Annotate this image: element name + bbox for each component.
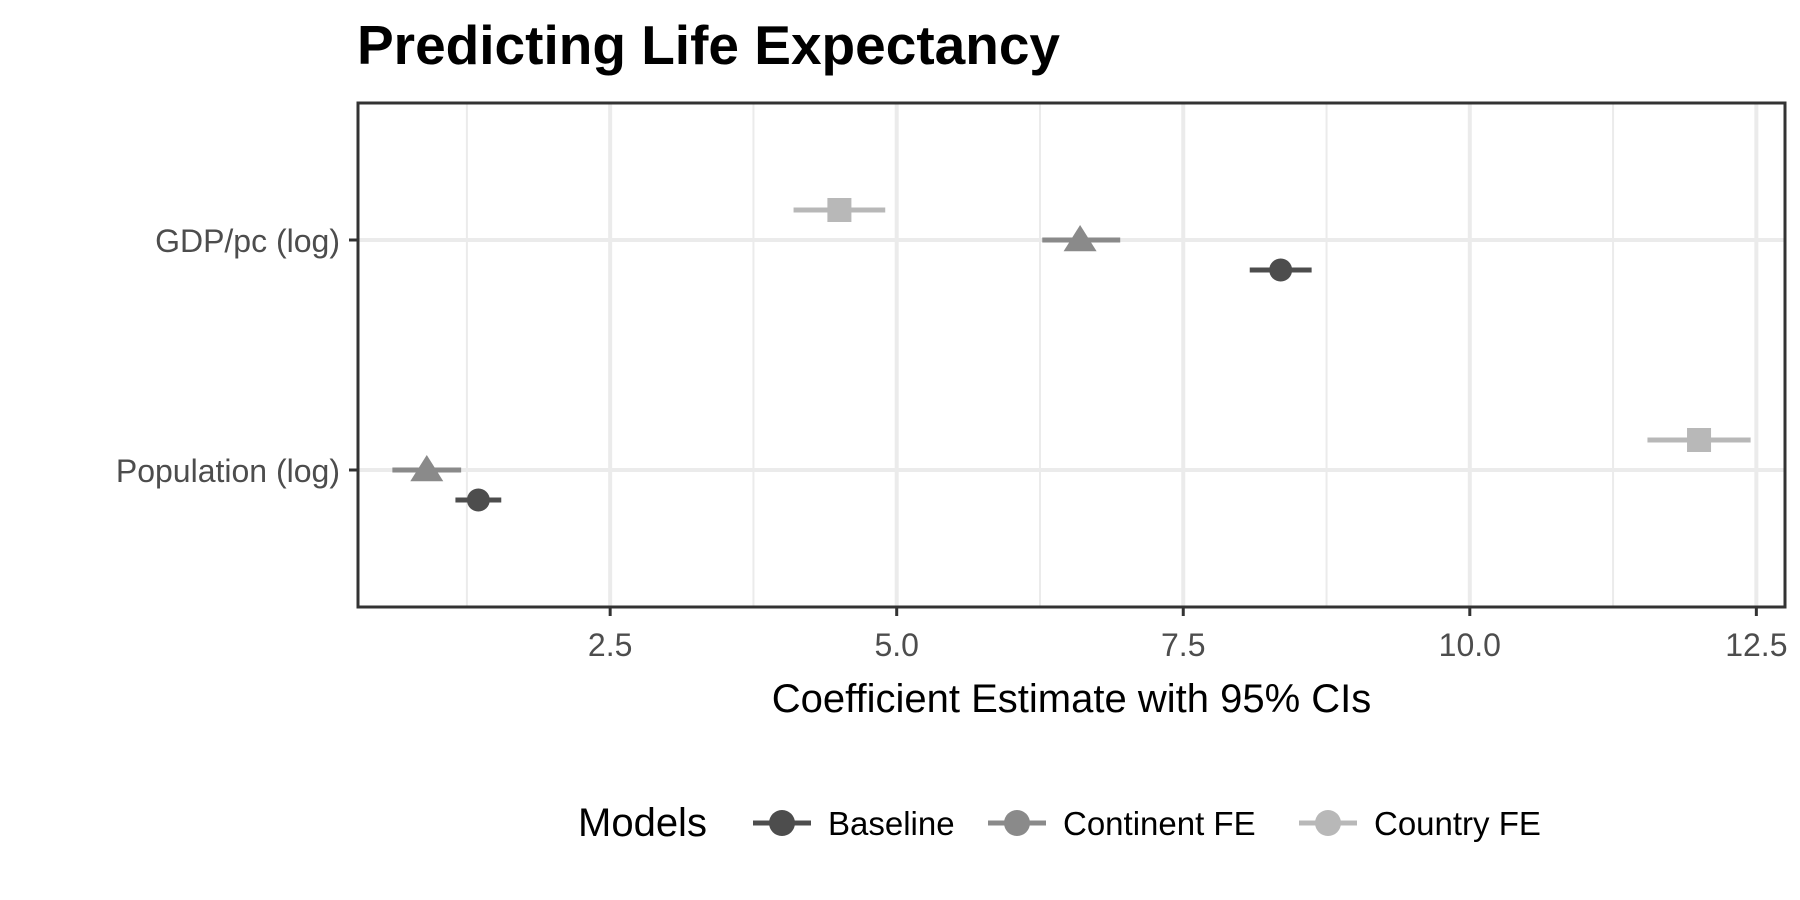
legend-title: Models <box>578 801 707 845</box>
estimate-point-continent-fe <box>1063 225 1097 252</box>
x-tick-label: 10.0 <box>1439 627 1501 663</box>
legend-label-baseline: Baseline <box>828 805 955 842</box>
legend-key-point-continent-fe <box>1004 810 1030 836</box>
grid <box>358 103 1785 607</box>
legend-label-country-fe: Country FE <box>1374 805 1541 842</box>
estimate-point-baseline <box>1269 258 1293 282</box>
x-axis-title: Coefficient Estimate with 95% CIs <box>772 677 1372 721</box>
legend-key-point-baseline <box>769 810 795 836</box>
chart-title: Predicting Life Expectancy <box>357 14 1060 76</box>
estimate-point-baseline <box>466 488 490 512</box>
legend-label-continent-fe: Continent FE <box>1063 805 1256 842</box>
estimate-point-country-fe <box>1687 428 1712 452</box>
legend: Models Baseline Continent FE Country FE <box>578 801 1541 845</box>
x-tick-label: 2.5 <box>588 627 632 663</box>
x-tick-label: 7.5 <box>1161 627 1205 663</box>
legend-key-point-country-fe <box>1315 810 1341 836</box>
estimate-point-country-fe <box>827 198 852 222</box>
axes: 2.5 5.0 7.5 10.0 12.5 GDP/pc (log) Population … <box>116 223 1788 663</box>
y-tick-label: GDP/pc (log) <box>155 223 340 259</box>
panel-border <box>356 101 1787 609</box>
x-tick-label: 5.0 <box>874 627 918 663</box>
plot-marks <box>392 198 1751 512</box>
x-tick-label: 12.5 <box>1725 627 1787 663</box>
y-tick-label: Population (log) <box>116 453 340 489</box>
estimate-point-continent-fe <box>410 455 444 482</box>
